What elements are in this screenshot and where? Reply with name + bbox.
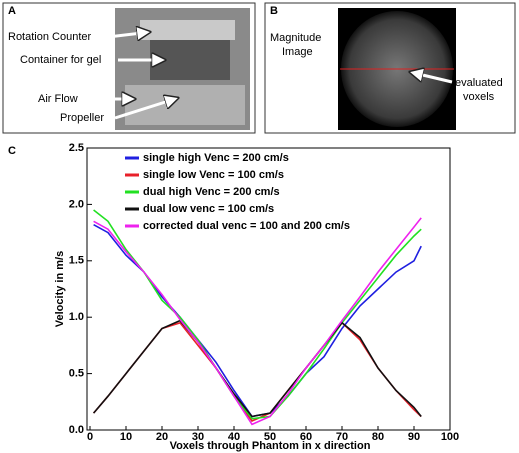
data-line: [93, 209, 422, 420]
panel-label: B: [270, 5, 278, 17]
plot-frame: [86, 147, 451, 431]
arrow: [107, 32, 150, 37]
annotation: voxels: [463, 91, 495, 103]
x-tick-label: 50: [264, 431, 276, 443]
x-tick-label: 40: [228, 431, 240, 443]
callout: Air Flow: [38, 93, 78, 105]
x-tick-label: 10: [120, 431, 132, 443]
data-line: [92, 321, 422, 422]
y-tick-label: 0.0: [69, 424, 84, 436]
callout: Container for gel: [20, 54, 101, 66]
x-tick-label: 0: [87, 431, 93, 443]
x-tick-label: 70: [336, 431, 348, 443]
arrow: [410, 72, 453, 84]
photo-part: [140, 20, 235, 40]
arrow: [114, 98, 178, 120]
legend-label: dual high Venc = 200 cm/s: [143, 186, 280, 198]
x-axis-label: Voxels through Phantom in x direction: [170, 440, 371, 452]
y-axis-label: Velocity in m/s: [54, 251, 66, 327]
y-tick-label: 0.5: [69, 368, 84, 380]
panel-label: C: [8, 145, 16, 157]
x-tick-label: 80: [372, 431, 384, 443]
annotation: Image: [282, 46, 313, 58]
legend-label: single low Venc = 100 cm/s: [143, 169, 284, 181]
legend-label: single high Venc = 200 cm/s: [143, 152, 289, 164]
y-tick-label: 1.5: [69, 255, 84, 267]
annotation: Magnitude: [270, 32, 321, 44]
x-tick-label: 90: [408, 431, 420, 443]
data-line: [93, 217, 422, 426]
x-tick-label: 100: [441, 431, 459, 443]
y-tick-label: 1.0: [69, 311, 84, 323]
x-tick-label: 20: [156, 431, 168, 443]
annotation: evaluated: [455, 77, 503, 89]
data-line: [93, 223, 422, 418]
panel-label: A: [8, 5, 16, 17]
legend-label: corrected dual venc = 100 and 200 cm/s: [143, 220, 350, 232]
callout: Rotation Counter: [8, 31, 91, 43]
data-line: [92, 319, 422, 418]
photo-part: [125, 85, 245, 125]
y-tick-label: 2.5: [69, 142, 84, 154]
x-tick-label: 30: [192, 431, 204, 443]
x-tick-label: 60: [300, 431, 312, 443]
legend-label: dual low venc = 100 cm/s: [143, 203, 274, 215]
y-tick-label: 2.0: [69, 198, 84, 210]
callout: Propeller: [60, 112, 104, 124]
